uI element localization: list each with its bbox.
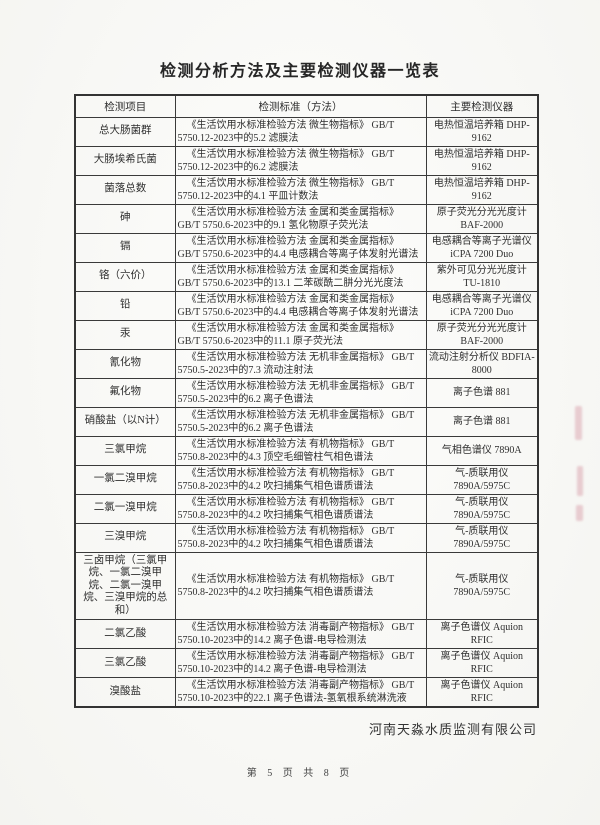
col-header-main-instrument: 主要检测仪器: [425, 94, 539, 118]
table-row: 二氯一溴甲烷 《生活饮用水标准检验方法 有机物指标》 GB/T 5750.8-20…: [74, 493, 539, 524]
cell-test-standard: 《生活饮用水标准检验方法 金属和类金属指标》 GB/T 5750.6-2023中…: [174, 261, 427, 292]
table-row: 硝酸盐（以N计） 《生活饮用水标准检验方法 无机非金属指标》 GB/T 5750.…: [74, 406, 539, 437]
cell-test-item: 二氯乙酸: [74, 619, 176, 649]
cell-instrument: 离子色谱仪 Aquion RFIC: [425, 648, 539, 678]
cell-test-standard: 《生活饮用水标准检验方法 微生物指标》 GB/T 5750.12-2023中的5…: [174, 116, 427, 147]
cell-instrument: 离子色谱仪 Aquion RFIC: [425, 677, 539, 708]
col-header-test-standard: 检测标准（方法）: [174, 94, 427, 118]
cell-test-standard: 《生活饮用水标准检验方法 有机物指标》 GB/T 5750.8-2023中的4.…: [174, 522, 427, 553]
table-header: 检测项目 检测标准（方法） 主要检测仪器: [74, 94, 539, 118]
cell-test-standard: 《生活饮用水标准检验方法 有机物指标》 GB/T 5750.8-2023中的4.…: [174, 464, 427, 495]
table-row: 二氯乙酸 《生活饮用水标准检验方法 消毒副产物指标》 GB/T 5750.10-2…: [74, 619, 539, 649]
methods-instruments-table: 检测项目 检测标准（方法） 主要检测仪器 总大肠菌群 《生活饮用水标准检验方法 微…: [74, 94, 539, 708]
cell-test-item: 砷: [74, 203, 176, 234]
table-row: 一氯二溴甲烷 《生活饮用水标准检验方法 有机物指标》 GB/T 5750.8-20…: [74, 464, 539, 495]
cell-test-item: 菌落总数: [74, 174, 176, 205]
table-row: 砷《生活饮用水标准检验方法 金属和类金属指标》 GB/T 5750.6-2023…: [74, 203, 539, 234]
cell-test-item: 氟化物: [74, 377, 176, 408]
cell-instrument: 流动注射分析仪 BDFIA-8000: [425, 348, 539, 379]
table-row: 大肠埃希氏菌 《生活饮用水标准检验方法 微生物指标》 GB/T 5750.12-2…: [74, 145, 539, 176]
cell-instrument: 紫外可见分光光度计 TU-1810: [425, 261, 539, 292]
table-row: 溴酸盐 《生活饮用水标准检验方法 消毒副产物指标》 GB/T 5750.10-20…: [74, 677, 539, 708]
cell-instrument: 气相色谱仪 7890A: [425, 435, 539, 466]
table-row: 氟化物 《生活饮用水标准检验方法 无机非金属指标》 GB/T 5750.5-202…: [74, 377, 539, 408]
cell-test-item: 硝酸盐（以N计）: [74, 406, 176, 437]
table-row: 三溴甲烷 《生活饮用水标准检验方法 有机物指标》 GB/T 5750.8-2023…: [74, 522, 539, 553]
header-row: 检测项目 检测标准（方法） 主要检测仪器: [74, 94, 539, 118]
cell-test-item: 三氯乙酸: [74, 648, 176, 678]
cell-test-item: 氰化物: [74, 348, 176, 379]
cell-instrument: 电热恒温培养箱 DHP-9162: [425, 145, 539, 176]
cell-instrument: 离子色谱 881: [425, 406, 539, 437]
cell-instrument: 气-质联用仪 7890A/5975C: [425, 522, 539, 553]
table-row: 三氯乙酸 《生活饮用水标准检验方法 消毒副产物指标》 GB/T 5750.10-2…: [74, 648, 539, 678]
cell-test-item: 溴酸盐: [74, 677, 176, 708]
cell-test-standard: 《生活饮用水标准检验方法 金属和类金属指标》 GB/T 5750.6-2023中…: [174, 203, 427, 234]
cell-instrument: 原子荧光分光光度计 BAF-2000: [425, 319, 539, 350]
cell-test-item: 铬（六价）: [74, 261, 176, 292]
cell-instrument: 原子荧光分光光度计 BAF-2000: [425, 203, 539, 234]
cell-instrument: 气-质联用仪 7890A/5975C: [425, 464, 539, 495]
table-row: 铬（六价） 《生活饮用水标准检验方法 金属和类金属指标》 GB/T 5750.6-…: [74, 261, 539, 292]
cell-test-standard: 《生活饮用水标准检验方法 消毒副产物指标》 GB/T 5750.10-2023中…: [174, 619, 427, 649]
cell-test-item: 汞: [74, 319, 176, 350]
cell-instrument: 离子色谱仪 Aquion RFIC: [425, 619, 539, 649]
cell-instrument: 电热恒温培养箱 DHP-9162: [425, 174, 539, 205]
cell-test-standard: 《生活饮用水标准检验方法 微生物指标》 GB/T 5750.12-2023中的4…: [174, 174, 427, 205]
cell-test-item: 二氯一溴甲烷: [74, 493, 176, 524]
cell-instrument: 气-质联用仪 7890A/5975C: [425, 551, 539, 620]
table-row: 总大肠菌群 《生活饮用水标准检验方法 微生物指标》 GB/T 5750.12-20…: [74, 116, 539, 147]
col-header-test-item: 检测项目: [74, 94, 176, 118]
cell-test-standard: 《生活饮用水标准检验方法 无机非金属指标》 GB/T 5750.5-2023中的…: [174, 348, 427, 379]
page-number-footer: 第 5 页 共 8 页: [246, 768, 354, 779]
cell-test-standard: 《生活饮用水标准检验方法 无机非金属指标》 GB/T 5750.5-2023中的…: [174, 406, 427, 437]
cell-instrument: 电热恒温培养箱 DHP-9162: [425, 116, 539, 147]
company-name: 河南天淼水质监测有限公司: [368, 722, 537, 737]
cell-test-item: 镉: [74, 232, 176, 263]
cell-test-standard: 《生活饮用水标准检验方法 金属和类金属指标》 GB/T 5750.6-2023中…: [174, 319, 427, 350]
cell-instrument: 电感耦合等离子光谱仪 iCPA 7200 Duo: [425, 290, 539, 321]
cell-test-standard: 《生活饮用水标准检验方法 金属和类金属指标》 GB/T 5750.6-2023中…: [174, 290, 427, 321]
table-row: 镉《生活饮用水标准检验方法 金属和类金属指标》 GB/T 5750.6-2023…: [74, 232, 539, 263]
cell-test-standard: 《生活饮用水标准检验方法 消毒副产物指标》 GB/T 5750.10-2023中…: [174, 677, 427, 708]
cell-test-item: 三溴甲烷: [74, 522, 176, 553]
page-title: 检测分析方法及主要检测仪器一览表: [159, 63, 440, 80]
cell-test-item: 一氯二溴甲烷: [74, 464, 176, 495]
cell-test-standard: 《生活饮用水标准检验方法 无机非金属指标》 GB/T 5750.5-2023中的…: [174, 377, 427, 408]
ink-mark: [575, 406, 582, 440]
cell-test-standard: 《生活饮用水标准检验方法 消毒副产物指标》 GB/T 5750.10-2023中…: [174, 648, 427, 678]
cell-test-standard: 《生活饮用水标准检验方法 有机物指标》 GB/T 5750.8-2023中的4.…: [174, 493, 427, 524]
cell-test-item: 铅: [74, 290, 176, 321]
cell-test-standard: 《生活饮用水标准检验方法 微生物指标》 GB/T 5750.12-2023中的6…: [174, 145, 427, 176]
cell-test-standard: 《生活饮用水标准检验方法 金属和类金属指标》 GB/T 5750.6-2023中…: [174, 232, 427, 263]
table-row: 三氯甲烷 《生活饮用水标准检验方法 有机物指标》 GB/T 5750.8-2023…: [74, 435, 539, 466]
table-row: 氰化物 《生活饮用水标准检验方法 无机非金属指标》 GB/T 5750.5-202…: [74, 348, 539, 379]
table-row: 菌落总数 《生活饮用水标准检验方法 微生物指标》 GB/T 5750.12-202…: [74, 174, 539, 205]
cell-test-item: 大肠埃希氏菌: [74, 145, 176, 176]
table-row: 汞《生活饮用水标准检验方法 金属和类金属指标》 GB/T 5750.6-2023…: [74, 319, 539, 350]
table-row: 铅《生活饮用水标准检验方法 金属和类金属指标》 GB/T 5750.6-2023…: [74, 290, 539, 321]
cell-instrument: 离子色谱 881: [425, 377, 539, 408]
cell-test-item: 总大肠菌群: [74, 116, 176, 147]
cell-instrument: 电感耦合等离子光谱仪 iCPA 7200 Duo: [425, 232, 539, 263]
cell-test-item: 三卤甲烷（三氯甲烷、一氯二溴甲烷、二氯一溴甲烷、三溴甲烷的总和）: [74, 551, 176, 620]
table-row: 三卤甲烷（三氯甲烷、一氯二溴甲烷、二氯一溴甲烷、三溴甲烷的总和） 《生活饮用水标准…: [74, 551, 539, 620]
cell-test-item: 三氯甲烷: [74, 435, 176, 466]
ink-mark: [577, 466, 583, 496]
cell-test-standard: 《生活饮用水标准检验方法 有机物指标》 GB/T 5750.8-2023中的4.…: [174, 435, 427, 466]
cell-test-standard: 《生活饮用水标准检验方法 有机物指标》 GB/T 5750.8-2023中的4.…: [174, 551, 427, 620]
table-body: 总大肠菌群 《生活饮用水标准检验方法 微生物指标》 GB/T 5750.12-20…: [74, 116, 539, 708]
ink-mark: [576, 505, 583, 521]
cell-instrument: 气-质联用仪 7890A/5975C: [425, 493, 539, 524]
